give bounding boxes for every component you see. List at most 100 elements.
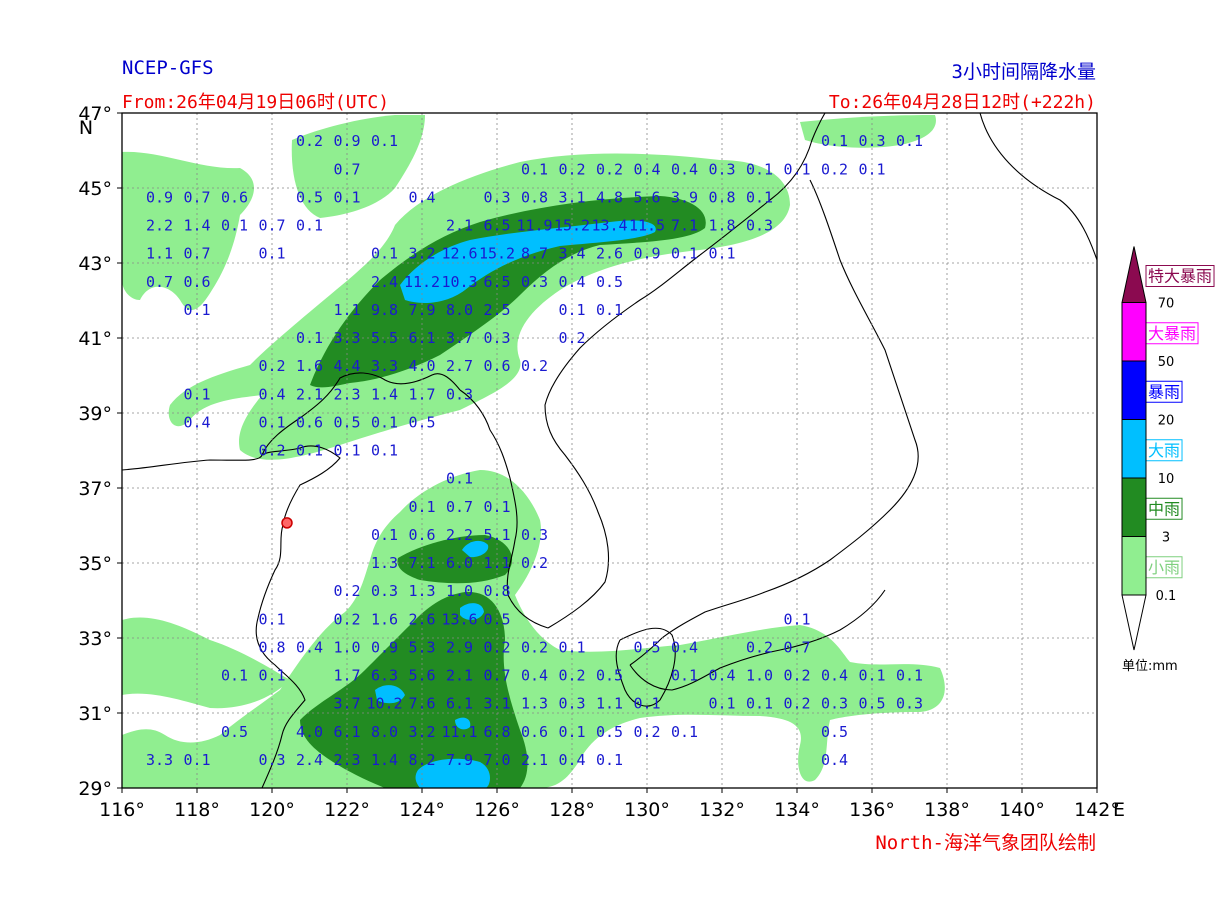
y-tick-label: 29° [78,778,112,800]
x-tick-label: 126° [474,799,520,821]
precip-value-label: 0.1 [183,301,210,319]
precip-value-label: 0.1 [671,667,698,685]
precip-shading [122,115,945,788]
precip-value-label: 0.4 [708,667,735,685]
precip-value-label: 2.3 [333,751,360,769]
precip-value-label: 12.6 [441,245,477,263]
precip-value-label: 2.9 [446,638,473,656]
precip-value-label: 1.0 [446,582,473,600]
precip-value-label: 0.1 [783,160,810,178]
precip-value-label: 4.4 [333,357,360,375]
precip-value-label: 8.0 [446,301,473,319]
legend-swatch [1122,361,1146,420]
precip-value-label: 0.1 [858,667,885,685]
x-tick-label: 132° [699,799,745,821]
precip-value-label: 3.7 [446,329,473,347]
y-axis-ticks: 29° 31° 33° 35° 37° 39° 41° 43° 45° 47°N [78,103,122,800]
precip-value-label: 2.2 [146,217,173,235]
kyushu-coast [615,627,676,707]
precip-value-label: 0.7 [446,498,473,516]
station-dot [281,517,293,529]
light-rain-area-east-sea [800,115,936,148]
precip-value-label: 5.6 [408,667,435,685]
precip-value-label: 5.6 [633,188,660,206]
y-tick-label: 39° [78,403,112,425]
precip-value-label: 5.1 [483,526,510,544]
precip-value-label: 0.4 [671,638,698,656]
x-tick-label: 140° [999,799,1045,821]
precip-value-label: 0.8 [258,638,285,656]
precip-value-label: 2.3 [333,385,360,403]
precip-value-label: 7.0 [483,751,510,769]
precip-value-label: 0.1 [521,160,548,178]
precip-value-label: 1.0 [333,638,360,656]
precip-value-label: 0.1 [596,751,623,769]
legend-category-label: 特大暴雨 [1148,267,1212,286]
legend-threshold-label: 10 [1158,472,1175,487]
heavy-rain-spot-east-china-sea [460,603,484,620]
precip-value-label: 0.1 [558,723,585,741]
precip-value-label: 0.1 [258,610,285,628]
precip-value-label: 0.5 [633,638,660,656]
precip-value-label: 7.1 [408,554,435,572]
heavy-rain-area-east-china-sea-north [375,685,405,704]
precip-value-label: 2.7 [446,357,473,375]
precip-value-label: 0.3 [521,273,548,291]
precip-value-label: 0.6 [221,188,248,206]
model-label: NCEP-GFS [122,57,214,79]
precip-value-label: 0.1 [671,723,698,741]
x-tick-label: 124° [399,799,445,821]
precip-value-label: 5.3 [408,638,435,656]
station-marker [281,517,293,529]
precip-value-label: 8.2 [408,751,435,769]
precip-value-label: 0.2 [521,554,548,572]
precip-value-label: 0.3 [558,695,585,713]
precip-value-label: 3.2 [408,723,435,741]
precip-value-label: 0.1 [371,245,398,263]
bohai-coast [261,372,461,456]
x-tick-label: 116° [99,799,145,821]
precip-value-label: 15.2 [479,245,515,263]
legend-threshold-label: 3 [1162,531,1170,546]
precip-value-label: 0.3 [521,526,548,544]
precip-value-label: 0.6 [483,357,510,375]
precip-value-label: 0.1 [558,301,585,319]
precip-value-label: 1.7 [408,385,435,403]
precip-value-label: 0.1 [333,188,360,206]
precip-value-label: 0.6 [296,413,323,431]
precip-value-label: 3.7 [333,695,360,713]
precip-value-label: 0.1 [258,245,285,263]
precip-value-label: 9.8 [371,301,398,319]
precip-value-label: 1.7 [333,667,360,685]
precip-value-label: 1.6 [296,357,323,375]
legend-extend-high [1121,246,1147,303]
precip-value-label: 0.5 [596,667,623,685]
legend-threshold-label: 50 [1158,355,1175,370]
precip-value-label: 7.9 [446,751,473,769]
x-tick-label: 120° [249,799,295,821]
precip-value-label: 1.1 [146,245,173,263]
y-tick-label: 35° [78,553,112,575]
precip-value-label: 13.6 [441,610,477,628]
precip-value-label: 1.4 [371,751,398,769]
y-tick-label: 33° [78,628,112,650]
precip-value-label: 0.2 [333,610,360,628]
x-tick-label: 128° [549,799,595,821]
precip-value-label: 0.1 [221,667,248,685]
x-tick-label: 130° [624,799,670,821]
x-tick-label: 134° [774,799,820,821]
precip-value-label: 0.1 [296,217,323,235]
precip-value-label: 4.0 [408,357,435,375]
precip-value-label: 0.1 [258,413,285,431]
precip-value-label: 0.2 [821,160,848,178]
precip-value-label: 0.5 [296,188,323,206]
precip-value-label: 2.4 [296,751,323,769]
precip-value-label: 0.9 [333,132,360,150]
precip-value-label: 0.3 [371,582,398,600]
legend-swatch [1122,536,1146,595]
precip-value-label: 0.9 [371,638,398,656]
y-tick-label: 47° [78,103,112,125]
legend-unit-label: 单位:mm [1122,659,1178,674]
heavy-rain-spot-korea [462,540,489,558]
precip-value-label: 0.1 [708,695,735,713]
